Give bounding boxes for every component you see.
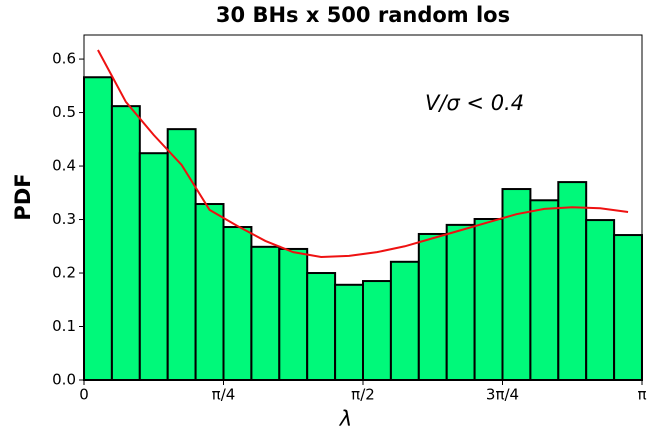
bar [557,181,588,381]
bar [83,76,113,381]
x-tick-label: π/2 [351,386,375,404]
bar [445,223,476,381]
y-tick-label: 0.1 [52,317,76,335]
bar [194,203,225,381]
bar [585,219,616,381]
chart-title: 30 BHs x 500 random los [216,3,510,27]
bar [613,234,643,381]
y-tick-label: 0.5 [52,103,76,121]
y-tick-label: 0.6 [52,50,76,68]
bar [278,247,309,381]
bar [138,152,169,381]
y-axis-label: PDF [11,173,35,220]
y-tick-label: 0.4 [52,157,76,175]
bar [417,232,448,381]
bar [110,105,141,382]
line [97,49,629,258]
bar [473,218,504,381]
bar [389,260,420,382]
x-tick-label: 0 [79,386,89,404]
bar [362,280,392,381]
x-axis-label: λ [339,407,352,431]
y-tick-label: 0.0 [52,371,76,389]
bar [250,245,281,381]
x-tick-label: 3π/4 [486,386,519,404]
bar [222,226,253,381]
y-tick-label: 0.2 [52,264,76,282]
annotation: V/σ < 0.4 [425,91,524,115]
x-tick-label: π [637,386,646,404]
bar [529,199,560,381]
y-tick-label: 0.3 [52,210,76,228]
bar [306,272,337,381]
x-tick-label: π/4 [212,386,236,404]
bar [334,283,364,382]
